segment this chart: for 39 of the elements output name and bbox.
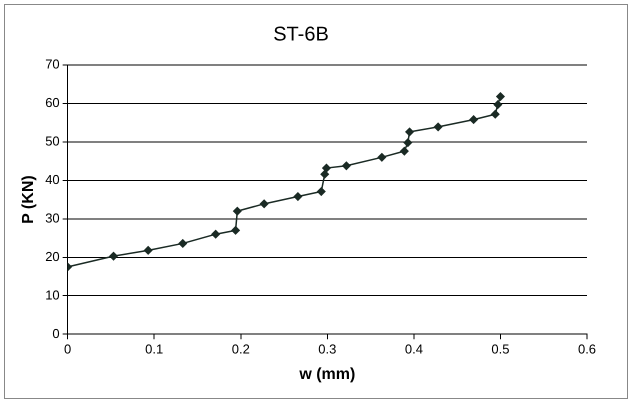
- point: [494, 100, 502, 109]
- x-tick-label: 0: [64, 342, 72, 357]
- x-axis-title: w (mm): [298, 366, 356, 383]
- point: [211, 230, 220, 238]
- point: [378, 153, 386, 162]
- x-tick-label: 0.3: [318, 342, 336, 357]
- point: [496, 92, 505, 101]
- y-tick-label: 10: [45, 287, 60, 302]
- point: [491, 110, 500, 118]
- point: [469, 115, 478, 124]
- point: [322, 164, 331, 172]
- x-tick-label: 0.5: [491, 342, 510, 357]
- point: [342, 162, 351, 170]
- y-axis-title: P (KN): [20, 175, 38, 224]
- point: [404, 138, 412, 147]
- point: [144, 246, 152, 255]
- point: [260, 200, 268, 208]
- x-tick-label: 0.4: [404, 342, 423, 357]
- x-tick-label: 0.1: [145, 342, 164, 357]
- point: [320, 170, 329, 178]
- point: [294, 192, 302, 201]
- x-tick-label: 0.6: [578, 342, 596, 357]
- y-tick-label: 0: [52, 326, 60, 341]
- point: [233, 206, 242, 216]
- x-tick-label: 0.2: [232, 342, 250, 357]
- point: [405, 128, 414, 136]
- point: [434, 122, 442, 132]
- point: [317, 187, 326, 196]
- point: [231, 226, 240, 235]
- y-tick-label: 30: [45, 210, 60, 226]
- y-tick-label: 50: [45, 133, 60, 148]
- y-tick-label: 20: [45, 248, 60, 264]
- chart-title: ST-6B: [273, 24, 329, 46]
- y-tick-label: 40: [45, 172, 60, 187]
- point: [109, 252, 118, 260]
- point: [400, 146, 409, 156]
- point: [178, 239, 188, 248]
- y-tick-label: 60: [45, 95, 60, 110]
- y-tick-label: 70: [45, 56, 60, 72]
